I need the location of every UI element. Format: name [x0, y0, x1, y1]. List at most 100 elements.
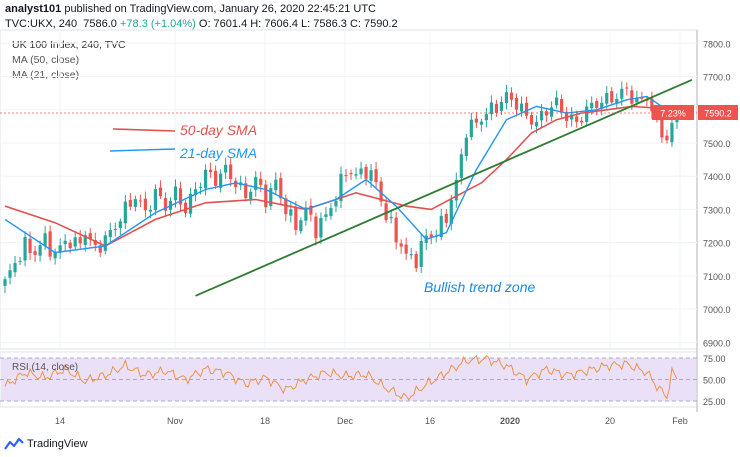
- candle-body-105: [529, 114, 534, 125]
- candle-body-62: [314, 216, 318, 239]
- close-value: 7586.0: [83, 18, 117, 30]
- candle-body-6: [33, 251, 37, 255]
- price-pane-border: [0, 29, 698, 350]
- candle-body-133: [670, 122, 674, 143]
- candle-body-123: [620, 88, 624, 99]
- candle-body-103: [519, 103, 524, 112]
- candle-body-126: [635, 97, 639, 103]
- sma50-line: [4, 105, 678, 247]
- legend-ma21[interactable]: MA (21, close): [12, 69, 80, 81]
- moving-averages: [0, 79, 697, 297]
- candle-body-3: [18, 260, 22, 262]
- candle-body-1: [8, 270, 12, 278]
- candle-body-124: [625, 87, 629, 89]
- candle-body-53: [269, 188, 273, 207]
- time-axis: 14 Nov 18 Dec 16 2020 20 Feb: [55, 416, 688, 426]
- candle-body-117: [590, 102, 594, 109]
- time-tick-2020: 2020: [500, 416, 520, 426]
- candle-body-28: [143, 198, 148, 211]
- candle-body-89: [449, 199, 453, 224]
- candle-body-69: [349, 173, 353, 175]
- candle-body-64: [324, 214, 328, 218]
- candle-body-38: [193, 189, 198, 196]
- candle-body-13: [68, 242, 72, 249]
- candle-body-22: [113, 228, 117, 230]
- price-tick-6900: 6900.0: [703, 338, 731, 348]
- footer-logo[interactable]: TradingView: [4, 435, 88, 453]
- candle-body-39: [198, 186, 203, 188]
- rsi-band: [1, 358, 696, 401]
- candle-body-44: [224, 164, 228, 173]
- candle-body-94: [474, 118, 478, 123]
- candle-body-15: [78, 237, 82, 244]
- candle-body-95: [479, 121, 483, 125]
- candle-body-23: [118, 221, 122, 228]
- candle-body-82: [414, 253, 418, 269]
- candle-body-9: [48, 231, 52, 257]
- candle-body-20: [103, 235, 107, 251]
- time-tick-16: 16: [425, 416, 435, 426]
- candle-body-76: [384, 203, 388, 221]
- sma21-line: [4, 95, 678, 254]
- rsi-pane: 75.00 50.00 25.00: [0, 354, 726, 407]
- candle-body-125: [630, 90, 634, 104]
- sma50-annotation: 50-day SMA: [180, 122, 257, 138]
- candle-body-87: [439, 215, 443, 238]
- candle-body-114: [575, 116, 579, 122]
- candle-body-29: [148, 209, 153, 212]
- legend-ma50[interactable]: MA (50, close): [12, 54, 80, 66]
- candle-body-50: [254, 177, 258, 190]
- change-value: +78.3 (+1.04%): [119, 18, 196, 30]
- ohlc-line: TVC:UKX, 240 7586.0 +78.3 (+1.04%) O: 76…: [5, 18, 398, 30]
- candle-body-0: [3, 279, 7, 286]
- candle-body-41: [208, 169, 213, 173]
- candle-body-16: [83, 235, 87, 245]
- rsi-tick-50: 50.00: [703, 376, 726, 386]
- candle-body-8: [43, 233, 47, 247]
- candle-body-67: [339, 173, 343, 202]
- candle-body-14: [73, 237, 77, 247]
- candle-body-93: [469, 119, 473, 138]
- candle-body-54: [274, 179, 278, 191]
- author-name[interactable]: analyst101: [5, 3, 62, 15]
- candle-body-77: [389, 216, 393, 219]
- trend-annotation: Bullish trend zone: [424, 279, 536, 295]
- annotations: 50-day SMA 21-day SMA Bullish trend zone 7.…: [109, 105, 738, 295]
- ohlc-values: O: 7601.4 H: 7606.4 L: 7586.3 C: 7590.2: [198, 18, 398, 30]
- candle-body-71: [359, 168, 363, 175]
- candle-body-51: [259, 178, 263, 185]
- candle-body-27: [138, 200, 142, 202]
- publish-info: analyst101 published on TradingView.com,…: [5, 3, 376, 15]
- candle-body-24: [123, 201, 127, 224]
- price-tick-7700: 7700.0: [703, 73, 731, 83]
- candle-body-40: [203, 169, 208, 189]
- candle-body-119: [600, 102, 604, 109]
- candle-body-97: [489, 102, 494, 115]
- candle-body-19: [98, 245, 102, 253]
- candle-body-18: [93, 239, 97, 245]
- candle-body-26: [133, 199, 137, 207]
- candle-body-68: [344, 175, 348, 177]
- candle-body-75: [379, 181, 383, 202]
- candle-body-102: [514, 98, 519, 110]
- candle-body-85: [429, 234, 433, 238]
- candle-body-100: [504, 92, 509, 104]
- candle-body-31: [158, 187, 163, 197]
- price-axis: 6900.0 7000.0 7100.0 7200.0 7300.0 7400.0 7500…: [703, 39, 731, 348]
- candle-body-99: [499, 101, 504, 111]
- candle-body-106: [534, 122, 539, 127]
- candle-body-107: [539, 110, 544, 121]
- candle-body-43: [219, 173, 223, 188]
- candle-body-83: [419, 241, 423, 267]
- pct-badge-text: 7.23%: [660, 109, 686, 119]
- pct-badge: [652, 105, 694, 121]
- candle-body-35: [178, 188, 183, 205]
- candle-body-60: [304, 207, 308, 221]
- symbol-label: TVC:UKX, 240: [5, 18, 78, 30]
- candle-body-96: [484, 114, 489, 121]
- candle-body-121: [610, 91, 614, 103]
- rsi-label[interactable]: RSI (14, close): [12, 362, 79, 373]
- candle-body-127: [640, 97, 644, 99]
- candle-body-11: [58, 245, 62, 252]
